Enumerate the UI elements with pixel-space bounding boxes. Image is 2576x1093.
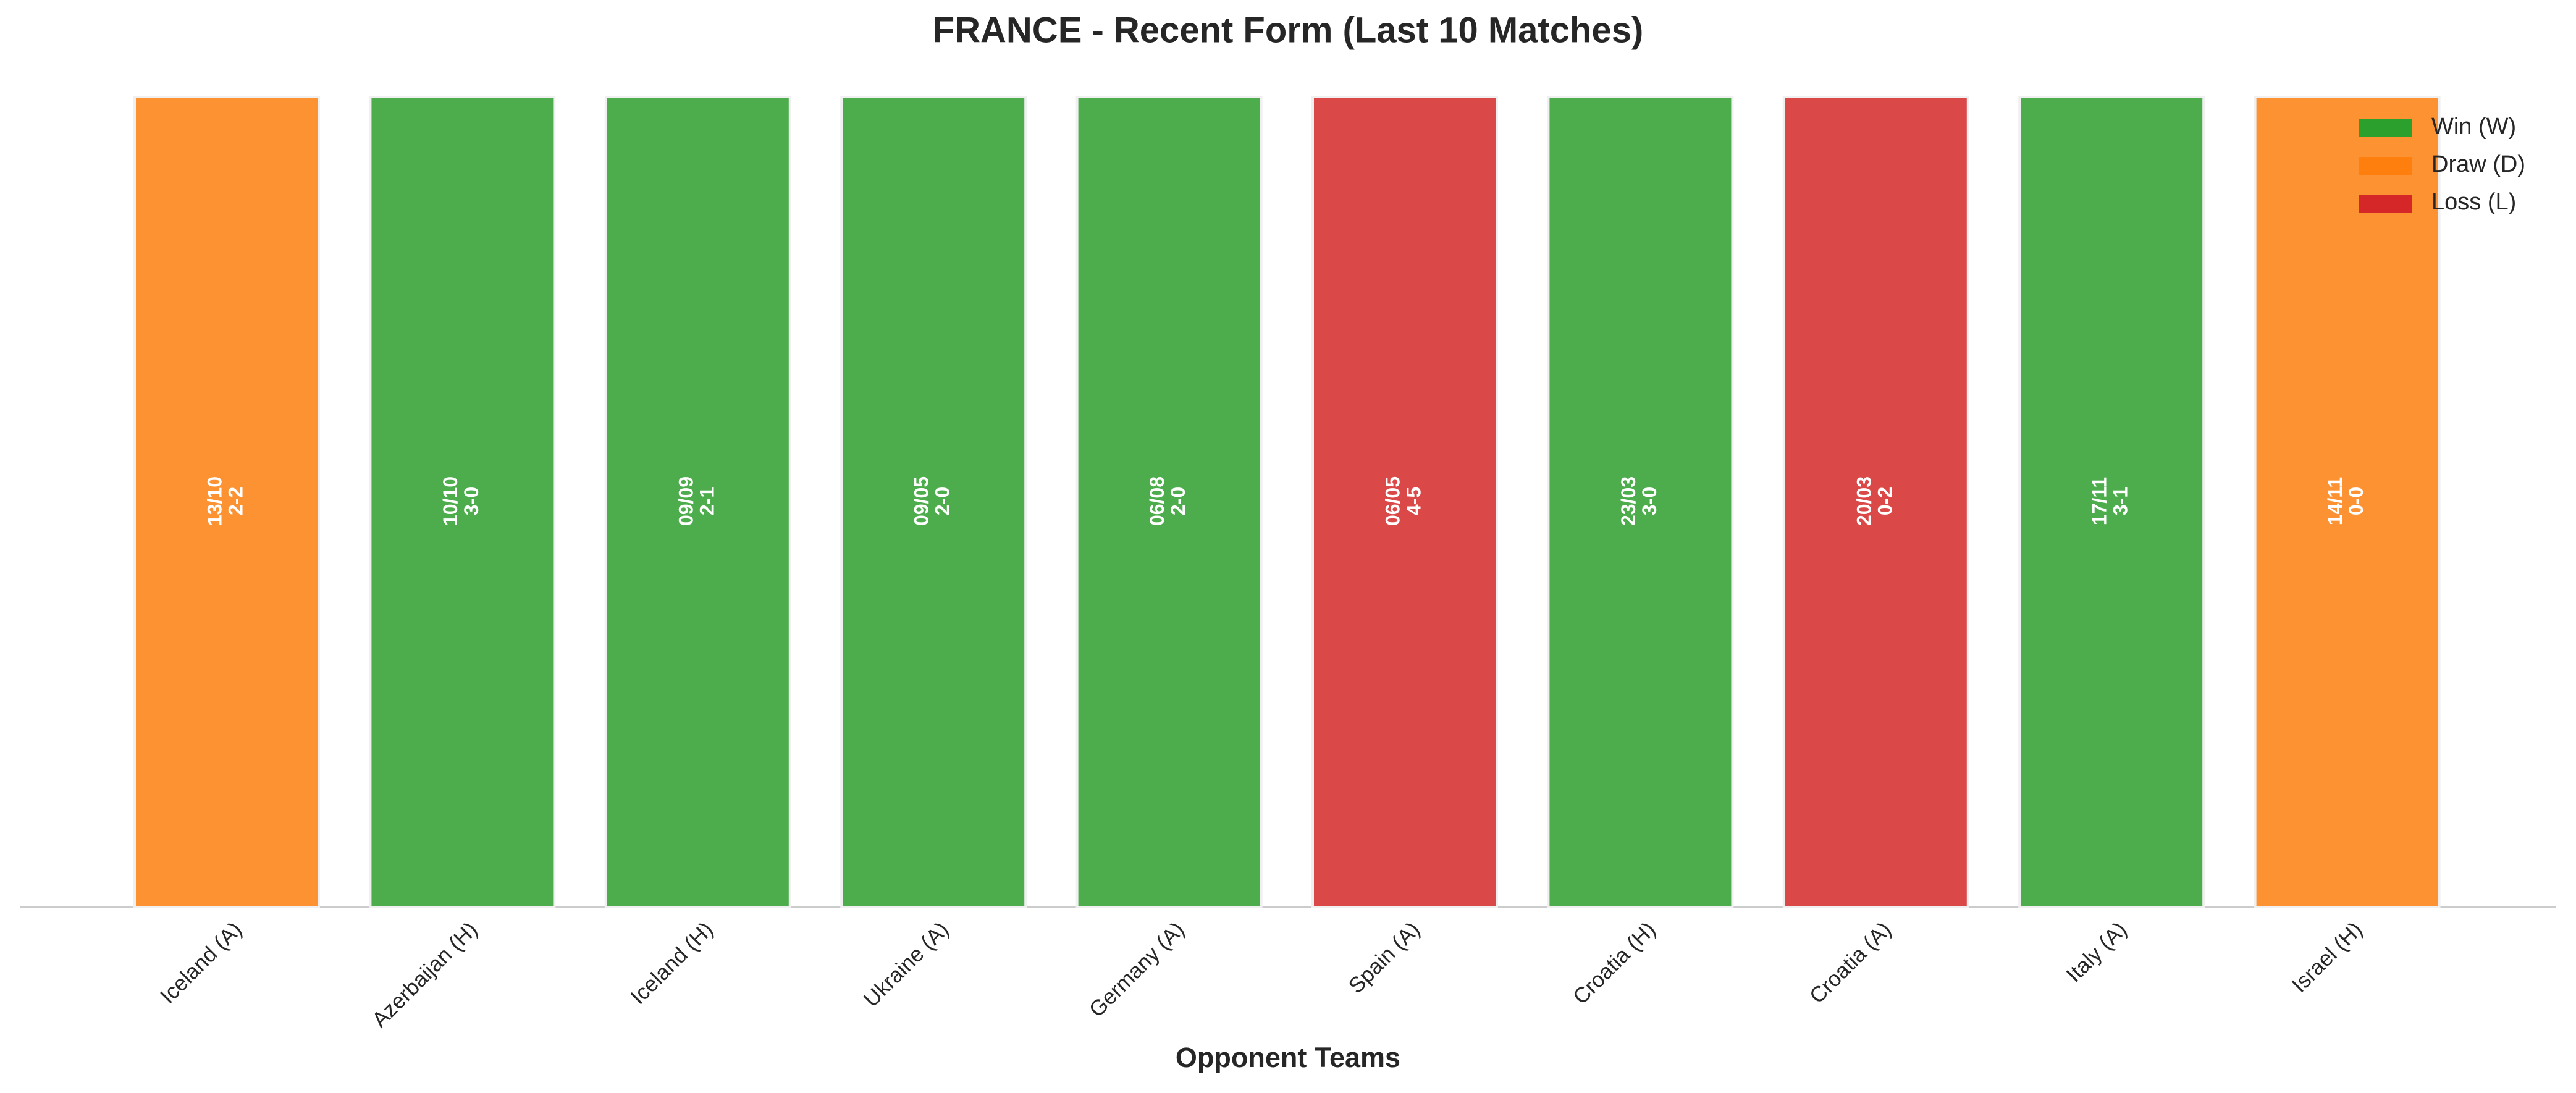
legend-swatch [2359, 119, 2412, 137]
legend-label: Loss (L) [2431, 189, 2516, 215]
legend-swatch [2359, 195, 2412, 213]
bar [1782, 96, 1969, 908]
bar [369, 96, 556, 908]
bar-score-label: 2-1 [696, 487, 718, 515]
bar-date-label: 17/11 [2089, 477, 2111, 525]
x-tick-label: Ukraine (A) [859, 918, 954, 1012]
x-tick-label: Croatia (H) [1568, 918, 1661, 1010]
bar-date-label: 09/09 [675, 476, 697, 526]
bar-score-label: 3-1 [2110, 487, 2132, 515]
bar-score-label: 3-0 [1638, 487, 1661, 515]
legend-label: Win (W) [2431, 114, 2516, 140]
bar [2254, 96, 2441, 908]
bar-date-label: 10/10 [439, 476, 461, 526]
bar-score-label: 2-2 [224, 487, 246, 515]
bar-score-label: 0-0 [2345, 487, 2367, 515]
bar-date-label: 14/11 [2324, 477, 2346, 525]
x-tick-label: Azerbaijan (H) [368, 918, 482, 1032]
bar [1311, 96, 1498, 908]
bar [133, 96, 320, 908]
x-tick-label: Croatia (A) [1805, 918, 1896, 1008]
bar-score-label: 0-2 [1874, 487, 1896, 515]
legend-swatch [2359, 157, 2412, 175]
x-axis-label: Opponent Teams [1176, 1042, 1400, 1073]
bar [1547, 96, 1734, 908]
x-tick-label: Italy (A) [2062, 918, 2132, 987]
bar-date-label: 20/03 [1853, 476, 1875, 526]
chart-title: FRANCE - Recent Form (Last 10 Matches) [933, 10, 1644, 50]
bar-score-label: 3-0 [460, 487, 482, 515]
bar [2018, 96, 2205, 908]
bar-score-label: 4-5 [1402, 487, 1425, 515]
x-tick-label: Iceland (H) [626, 918, 718, 1010]
bar-date-label: 23/03 [1617, 476, 1639, 526]
x-tick-label: Spain (A) [1344, 918, 1425, 998]
bar-date-label: 09/05 [911, 476, 933, 526]
bar [1075, 96, 1263, 908]
bar-date-label: 06/08 [1146, 476, 1168, 526]
bar-score-label: 2-0 [1167, 487, 1189, 515]
bar-score-label: 2-0 [932, 487, 954, 515]
bar [604, 96, 791, 908]
bar [840, 96, 1027, 908]
bar-date-label: 06/05 [1381, 476, 1404, 526]
x-tick-label: Germany (A) [1085, 918, 1189, 1022]
legend-label: Draw (D) [2431, 151, 2525, 177]
x-tick-label: Iceland (A) [156, 918, 246, 1008]
x-tick-label: Israel (H) [2287, 918, 2367, 997]
bar-date-label: 13/10 [203, 476, 225, 526]
